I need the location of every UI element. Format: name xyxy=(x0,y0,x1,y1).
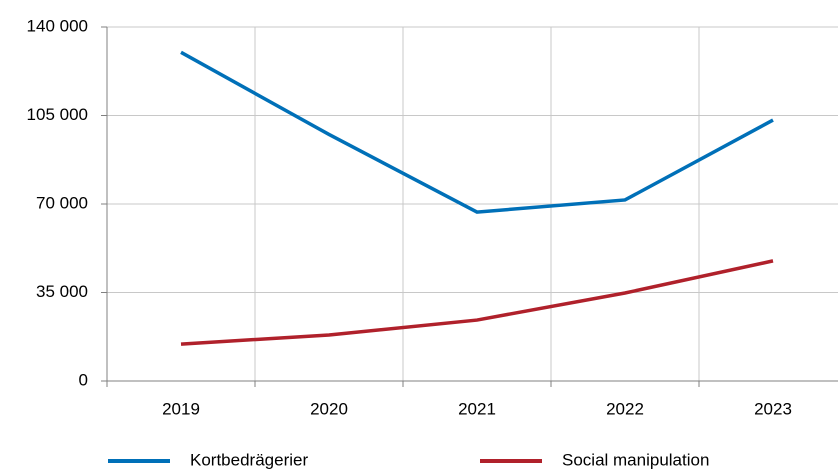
x-tick-label: 2020 xyxy=(310,399,348,418)
series-line xyxy=(180,50,774,214)
x-tick-label: 2023 xyxy=(754,399,792,418)
y-tick-label: 105 000 xyxy=(27,105,88,124)
legend-label: Kortbedrägerier xyxy=(190,450,308,469)
legend-label: Social manipulation xyxy=(562,450,709,469)
y-tick-label: 140 000 xyxy=(27,16,88,35)
series-line xyxy=(180,259,774,346)
y-tick-label: 0 xyxy=(79,370,88,389)
x-tick-label: 2022 xyxy=(606,399,644,418)
x-tick-label: 2019 xyxy=(162,399,200,418)
x-tick-label: 2021 xyxy=(458,399,496,418)
y-tick-label: 35 000 xyxy=(36,282,88,301)
y-tick-label: 70 000 xyxy=(36,193,88,212)
